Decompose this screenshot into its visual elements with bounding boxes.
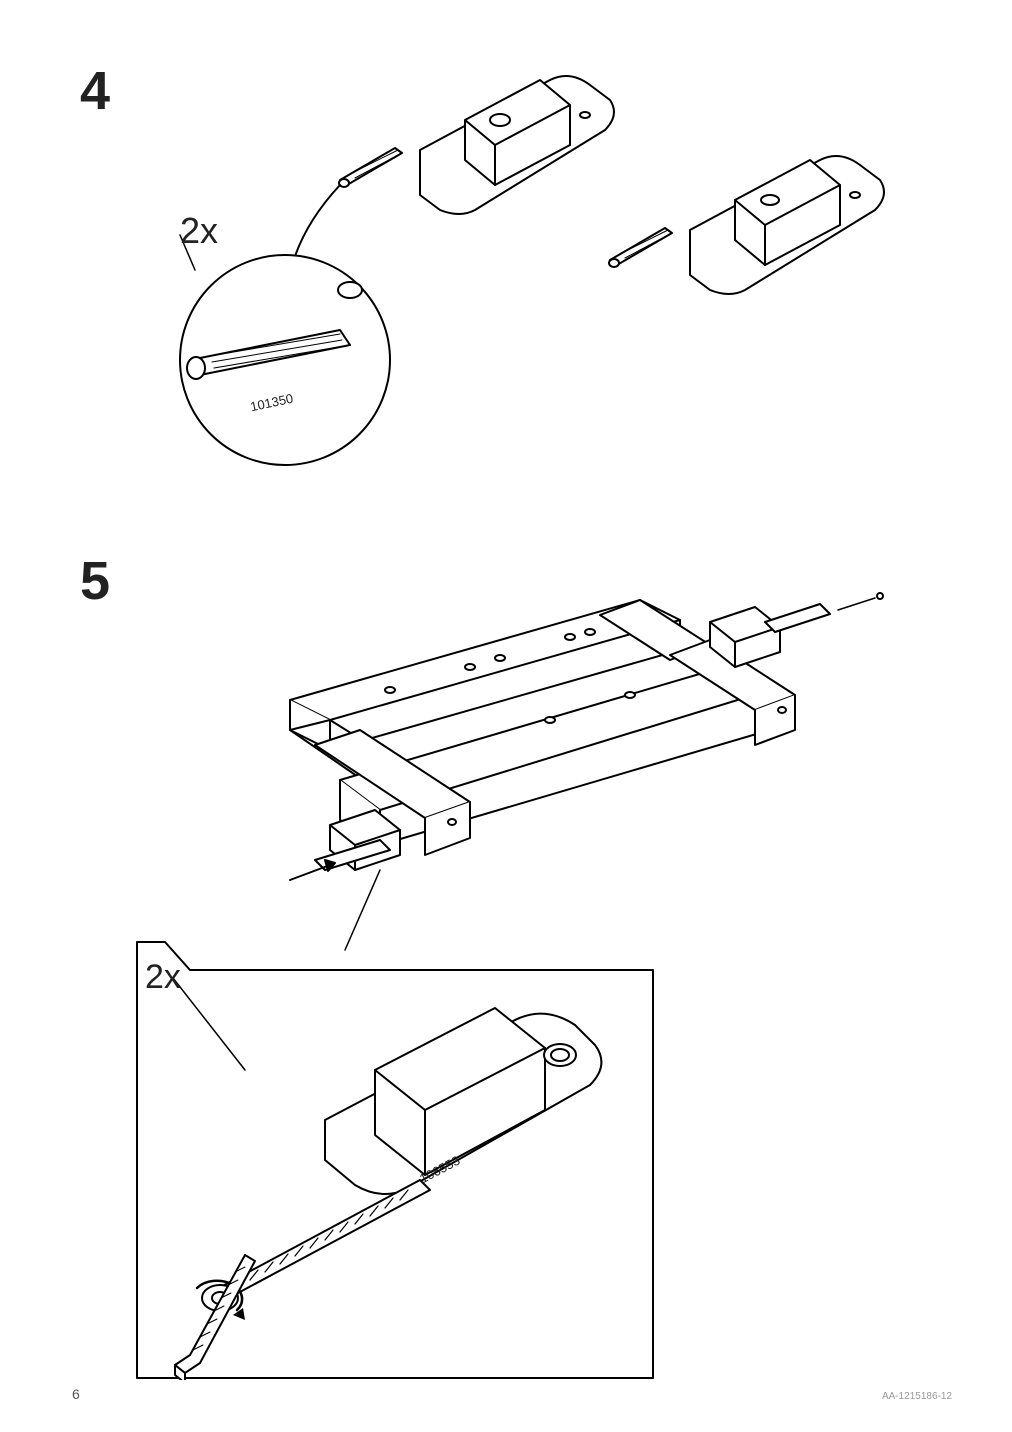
step-5-detail-box [135,940,655,1380]
step-5-number: 5 [80,550,110,612]
step-4-illustration [130,60,950,490]
page-number: 6 [72,1386,80,1402]
step-5-frame-illustration [170,570,970,990]
step-5-qty: 2x [145,958,181,997]
instruction-page: 4 [0,0,1012,1432]
document-id: AA-1215186-12 [882,1391,952,1402]
step-4-qty: 2x [180,210,218,252]
step-4-number: 4 [80,60,110,122]
